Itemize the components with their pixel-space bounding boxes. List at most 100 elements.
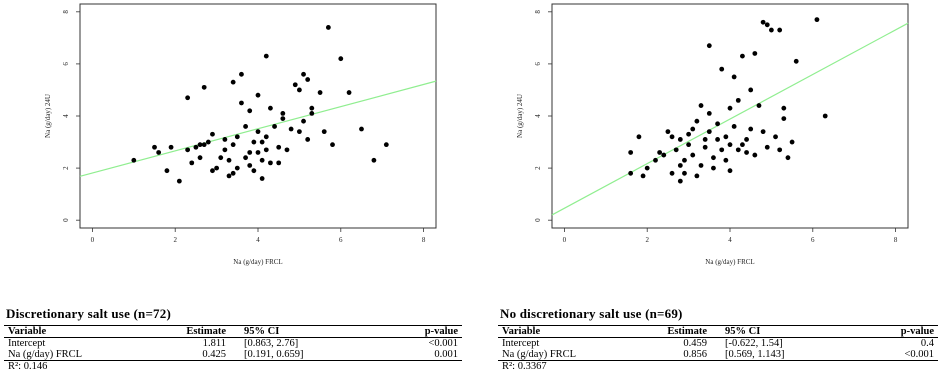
x-tick-label: 8 (422, 236, 426, 244)
table-header-row: Variable Estimate 95% CI p-value (498, 325, 938, 338)
header-variable: Variable (498, 325, 641, 338)
x-tick-label: 6 (339, 236, 343, 244)
data-point (243, 155, 248, 161)
data-point (222, 147, 228, 153)
data-point (814, 17, 820, 23)
data-point (226, 173, 232, 179)
cell-variable: Intercept (8, 338, 46, 349)
cell-p-value: <0.001 (428, 338, 458, 349)
data-point (669, 170, 675, 176)
data-point (740, 142, 745, 148)
header-estimate: Estimate (152, 325, 230, 338)
data-point (338, 56, 344, 62)
data-point (189, 160, 195, 166)
data-point (752, 51, 758, 56)
data-point (698, 103, 704, 108)
x-axis-label: Na (g/day) FRCL (705, 258, 754, 266)
data-point (218, 155, 224, 161)
regression-line (551, 22, 909, 216)
data-point (305, 137, 311, 142)
data-point (752, 152, 758, 158)
data-point (185, 147, 191, 153)
data-point (657, 150, 663, 155)
scatter-plot-no-discretionary: 0 2 4 6 8 0 2 4 6 8 Na (g/day) FRCL Na (g/day) 24U (472, 0, 942, 282)
data-point (686, 131, 692, 137)
data-point (247, 163, 253, 168)
data-point (677, 137, 683, 142)
data-point (677, 178, 683, 184)
scatter-plot-svg: 0 2 4 6 8 0 2 4 6 8 Na (g/day) FRCL Na (g/day) 24U (44, 3, 437, 266)
data-point (230, 79, 236, 85)
data-point (702, 137, 708, 142)
x-tick-label: 2 (645, 236, 649, 244)
data-point (785, 155, 791, 161)
cell-p-value: 0.4 (920, 338, 934, 349)
data-point (636, 134, 642, 140)
data-point (263, 134, 269, 140)
data-point (715, 121, 720, 127)
data-point (263, 147, 269, 153)
data-point (263, 53, 269, 59)
data-point (309, 105, 315, 111)
table-row: Na (g/day) FRCL 0.856 [0.569, 1.143] <0.… (498, 349, 938, 361)
data-point (731, 124, 737, 129)
r-squared: R²: 0.146 (8, 361, 48, 372)
data-point (230, 170, 236, 176)
data-point (321, 129, 327, 135)
data-point (673, 147, 679, 153)
data-point (694, 118, 700, 124)
data-point (176, 178, 182, 184)
data-point (214, 165, 220, 171)
cell-p-value: <0.001 (859, 349, 938, 361)
data-point (164, 168, 170, 174)
data-point (748, 87, 754, 93)
data-point (317, 90, 323, 95)
data-point (309, 110, 315, 116)
data-point (686, 142, 692, 148)
data-point (210, 168, 215, 174)
cell-ci: [0.569, 1.143] (711, 349, 860, 361)
data-point (305, 77, 311, 82)
data-point (719, 66, 725, 72)
regression-table-no-discretionary: No discretionary salt use (n=69) Variabl… (498, 306, 938, 372)
cell-ci: [0.191, 0.659] (230, 349, 382, 361)
data-point (781, 105, 787, 111)
data-point (284, 147, 290, 153)
table-row: Intercept 1.811 [0.863, 2.76] <0.001 (4, 338, 462, 350)
data-point (197, 155, 203, 161)
data-point (698, 163, 704, 168)
data-point (247, 108, 253, 114)
header-variable: Variable (4, 325, 152, 338)
regression-table-discretionary: Discretionary salt use (n=72) Variable E… (4, 306, 462, 372)
data-point (706, 129, 712, 135)
data-point (682, 157, 687, 163)
cell-p-value: 0.001 (381, 349, 462, 361)
table-title: No discretionary salt use (n=69) (500, 306, 683, 321)
data-point (259, 139, 265, 145)
data-point (711, 165, 716, 171)
data-point (764, 144, 770, 150)
data-point (346, 90, 352, 95)
data-point (383, 142, 389, 148)
data-point (702, 144, 708, 150)
data-point (255, 129, 261, 135)
y-tick-label: 6 (534, 62, 542, 66)
data-point (255, 92, 261, 98)
data-point (156, 150, 162, 155)
data-point (748, 126, 754, 132)
data-point (756, 103, 762, 108)
table-title: Discretionary salt use (n=72) (6, 306, 171, 321)
data-point (665, 129, 671, 135)
data-point (280, 116, 286, 122)
x-tick-label: 6 (811, 236, 815, 244)
data-point (296, 129, 302, 135)
y-tick-label: 6 (62, 62, 70, 66)
cell-estimate: 0.856 (641, 349, 711, 361)
data-point (768, 27, 774, 33)
data-point (330, 142, 335, 148)
data-point (193, 144, 199, 150)
header-estimate: Estimate (641, 325, 711, 338)
x-tick-label: 8 (894, 236, 898, 244)
plot-frame (79, 3, 437, 229)
data-point (715, 137, 720, 142)
